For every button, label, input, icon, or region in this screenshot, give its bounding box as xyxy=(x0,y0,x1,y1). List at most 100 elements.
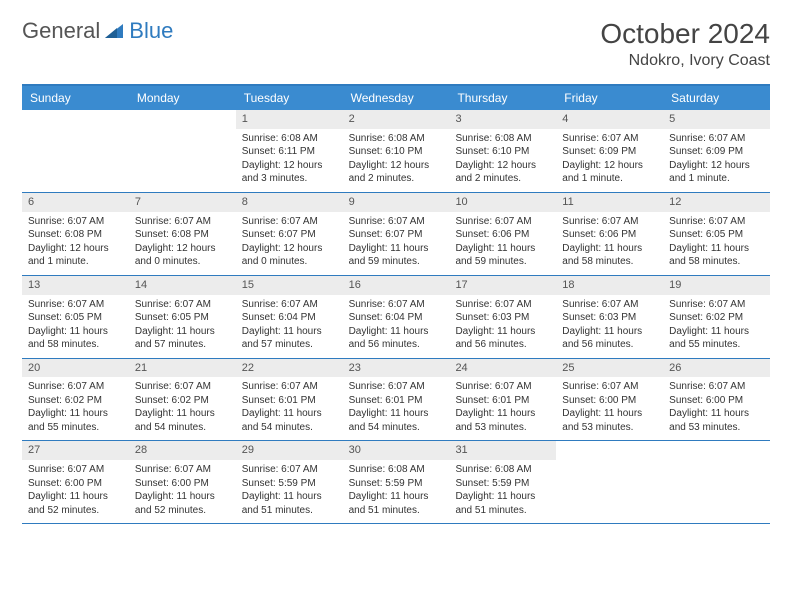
day-content: Sunrise: 6:07 AMSunset: 6:02 PMDaylight:… xyxy=(129,377,236,440)
sunrise-text: Sunrise: 6:07 AM xyxy=(455,215,550,229)
day-number: 18 xyxy=(556,276,663,295)
sunrise-text: Sunrise: 6:07 AM xyxy=(135,380,230,394)
day-number: 25 xyxy=(556,359,663,378)
sunset-text: Sunset: 6:05 PM xyxy=(669,228,764,242)
sunrise-text: Sunrise: 6:07 AM xyxy=(28,463,123,477)
day-content: Sunrise: 6:07 AMSunset: 6:06 PMDaylight:… xyxy=(449,212,556,275)
day-content: Sunrise: 6:07 AMSunset: 6:08 PMDaylight:… xyxy=(129,212,236,275)
sunrise-text: Sunrise: 6:07 AM xyxy=(242,215,337,229)
sunset-text: Sunset: 6:00 PM xyxy=(562,394,657,408)
daylight-text: Daylight: 11 hours and 59 minutes. xyxy=(455,242,550,269)
sunrise-text: Sunrise: 6:07 AM xyxy=(135,463,230,477)
day-content: Sunrise: 6:07 AMSunset: 6:02 PMDaylight:… xyxy=(663,295,770,358)
sunset-text: Sunset: 5:59 PM xyxy=(242,477,337,491)
sunrise-text: Sunrise: 6:07 AM xyxy=(669,380,764,394)
sunrise-text: Sunrise: 6:07 AM xyxy=(349,298,444,312)
day-number: 15 xyxy=(236,276,343,295)
day-header-friday: Friday xyxy=(556,86,663,110)
sunrise-text: Sunrise: 6:07 AM xyxy=(135,215,230,229)
sunset-text: Sunset: 6:02 PM xyxy=(669,311,764,325)
daylight-text: Daylight: 12 hours and 1 minute. xyxy=(562,159,657,186)
day-number: 22 xyxy=(236,359,343,378)
daylight-text: Daylight: 11 hours and 51 minutes. xyxy=(242,490,337,517)
day-content: Sunrise: 6:07 AMSunset: 6:00 PMDaylight:… xyxy=(556,377,663,440)
day-content: Sunrise: 6:07 AMSunset: 5:59 PMDaylight:… xyxy=(236,460,343,523)
sunrise-text: Sunrise: 6:07 AM xyxy=(242,463,337,477)
day-content: Sunrise: 6:07 AMSunset: 6:03 PMDaylight:… xyxy=(449,295,556,358)
sunrise-text: Sunrise: 6:08 AM xyxy=(349,132,444,146)
sunrise-text: Sunrise: 6:07 AM xyxy=(242,298,337,312)
day-number: 30 xyxy=(343,441,450,460)
daylight-text: Daylight: 11 hours and 53 minutes. xyxy=(455,407,550,434)
daylight-text: Daylight: 11 hours and 57 minutes. xyxy=(242,325,337,352)
calendar-cell: 29Sunrise: 6:07 AMSunset: 5:59 PMDayligh… xyxy=(236,441,343,523)
sunset-text: Sunset: 6:03 PM xyxy=(562,311,657,325)
calendar-cell: 16Sunrise: 6:07 AMSunset: 6:04 PMDayligh… xyxy=(343,276,450,358)
day-content: Sunrise: 6:07 AMSunset: 6:01 PMDaylight:… xyxy=(449,377,556,440)
sunrise-text: Sunrise: 6:07 AM xyxy=(242,380,337,394)
calendar-week: 27Sunrise: 6:07 AMSunset: 6:00 PMDayligh… xyxy=(22,441,770,524)
day-header-wednesday: Wednesday xyxy=(343,86,450,110)
brand-part2: Blue xyxy=(129,18,173,44)
day-number: 5 xyxy=(663,110,770,129)
day-content: Sunrise: 6:07 AMSunset: 6:08 PMDaylight:… xyxy=(22,212,129,275)
calendar-cell: 10Sunrise: 6:07 AMSunset: 6:06 PMDayligh… xyxy=(449,193,556,275)
daylight-text: Daylight: 11 hours and 52 minutes. xyxy=(28,490,123,517)
calendar-cell: 31Sunrise: 6:08 AMSunset: 5:59 PMDayligh… xyxy=(449,441,556,523)
calendar-cell: 11Sunrise: 6:07 AMSunset: 6:06 PMDayligh… xyxy=(556,193,663,275)
daylight-text: Daylight: 12 hours and 0 minutes. xyxy=(135,242,230,269)
daylight-text: Daylight: 11 hours and 58 minutes. xyxy=(562,242,657,269)
daylight-text: Daylight: 11 hours and 56 minutes. xyxy=(349,325,444,352)
sunset-text: Sunset: 6:08 PM xyxy=(135,228,230,242)
sunrise-text: Sunrise: 6:08 AM xyxy=(349,463,444,477)
sunset-text: Sunset: 6:03 PM xyxy=(455,311,550,325)
sunrise-text: Sunrise: 6:07 AM xyxy=(669,132,764,146)
day-header-sunday: Sunday xyxy=(22,86,129,110)
day-content: Sunrise: 6:07 AMSunset: 6:01 PMDaylight:… xyxy=(343,377,450,440)
daylight-text: Daylight: 11 hours and 53 minutes. xyxy=(562,407,657,434)
day-content: Sunrise: 6:07 AMSunset: 6:03 PMDaylight:… xyxy=(556,295,663,358)
sunset-text: Sunset: 6:00 PM xyxy=(28,477,123,491)
calendar-cell: 20Sunrise: 6:07 AMSunset: 6:02 PMDayligh… xyxy=(22,359,129,441)
day-number: 4 xyxy=(556,110,663,129)
day-content: Sunrise: 6:07 AMSunset: 6:05 PMDaylight:… xyxy=(129,295,236,358)
day-content: Sunrise: 6:07 AMSunset: 6:04 PMDaylight:… xyxy=(236,295,343,358)
day-number: 29 xyxy=(236,441,343,460)
calendar-cell: 28Sunrise: 6:07 AMSunset: 6:00 PMDayligh… xyxy=(129,441,236,523)
day-content: Sunrise: 6:07 AMSunset: 6:00 PMDaylight:… xyxy=(22,460,129,523)
sunset-text: Sunset: 5:59 PM xyxy=(349,477,444,491)
day-number: 21 xyxy=(129,359,236,378)
sunrise-text: Sunrise: 6:07 AM xyxy=(562,380,657,394)
daylight-text: Daylight: 11 hours and 55 minutes. xyxy=(28,407,123,434)
daylight-text: Daylight: 12 hours and 2 minutes. xyxy=(455,159,550,186)
calendar-cell: 1Sunrise: 6:08 AMSunset: 6:11 PMDaylight… xyxy=(236,110,343,192)
daylight-text: Daylight: 12 hours and 1 minute. xyxy=(28,242,123,269)
daylight-text: Daylight: 11 hours and 51 minutes. xyxy=(455,490,550,517)
daylight-text: Daylight: 11 hours and 58 minutes. xyxy=(669,242,764,269)
sunset-text: Sunset: 6:01 PM xyxy=(349,394,444,408)
sail-icon xyxy=(105,18,125,44)
sunset-text: Sunset: 6:01 PM xyxy=(455,394,550,408)
daylight-text: Daylight: 11 hours and 56 minutes. xyxy=(455,325,550,352)
calendar-cell: 9Sunrise: 6:07 AMSunset: 6:07 PMDaylight… xyxy=(343,193,450,275)
calendar-cell: 4Sunrise: 6:07 AMSunset: 6:09 PMDaylight… xyxy=(556,110,663,192)
daylight-text: Daylight: 11 hours and 57 minutes. xyxy=(135,325,230,352)
day-header-thursday: Thursday xyxy=(449,86,556,110)
day-number: 31 xyxy=(449,441,556,460)
sunrise-text: Sunrise: 6:07 AM xyxy=(28,298,123,312)
daylight-text: Daylight: 11 hours and 53 minutes. xyxy=(669,407,764,434)
day-header-tuesday: Tuesday xyxy=(236,86,343,110)
day-content: Sunrise: 6:07 AMSunset: 6:01 PMDaylight:… xyxy=(236,377,343,440)
sunrise-text: Sunrise: 6:07 AM xyxy=(562,215,657,229)
daylight-text: Daylight: 12 hours and 0 minutes. xyxy=(242,242,337,269)
day-number: 1 xyxy=(236,110,343,129)
sunrise-text: Sunrise: 6:08 AM xyxy=(455,132,550,146)
sunset-text: Sunset: 6:08 PM xyxy=(28,228,123,242)
calendar-cell xyxy=(663,441,770,523)
brand-part1: General xyxy=(22,18,100,44)
day-number: 16 xyxy=(343,276,450,295)
calendar-cell: 17Sunrise: 6:07 AMSunset: 6:03 PMDayligh… xyxy=(449,276,556,358)
calendar: Sunday Monday Tuesday Wednesday Thursday… xyxy=(22,84,770,524)
day-number: 12 xyxy=(663,193,770,212)
calendar-cell: 6Sunrise: 6:07 AMSunset: 6:08 PMDaylight… xyxy=(22,193,129,275)
